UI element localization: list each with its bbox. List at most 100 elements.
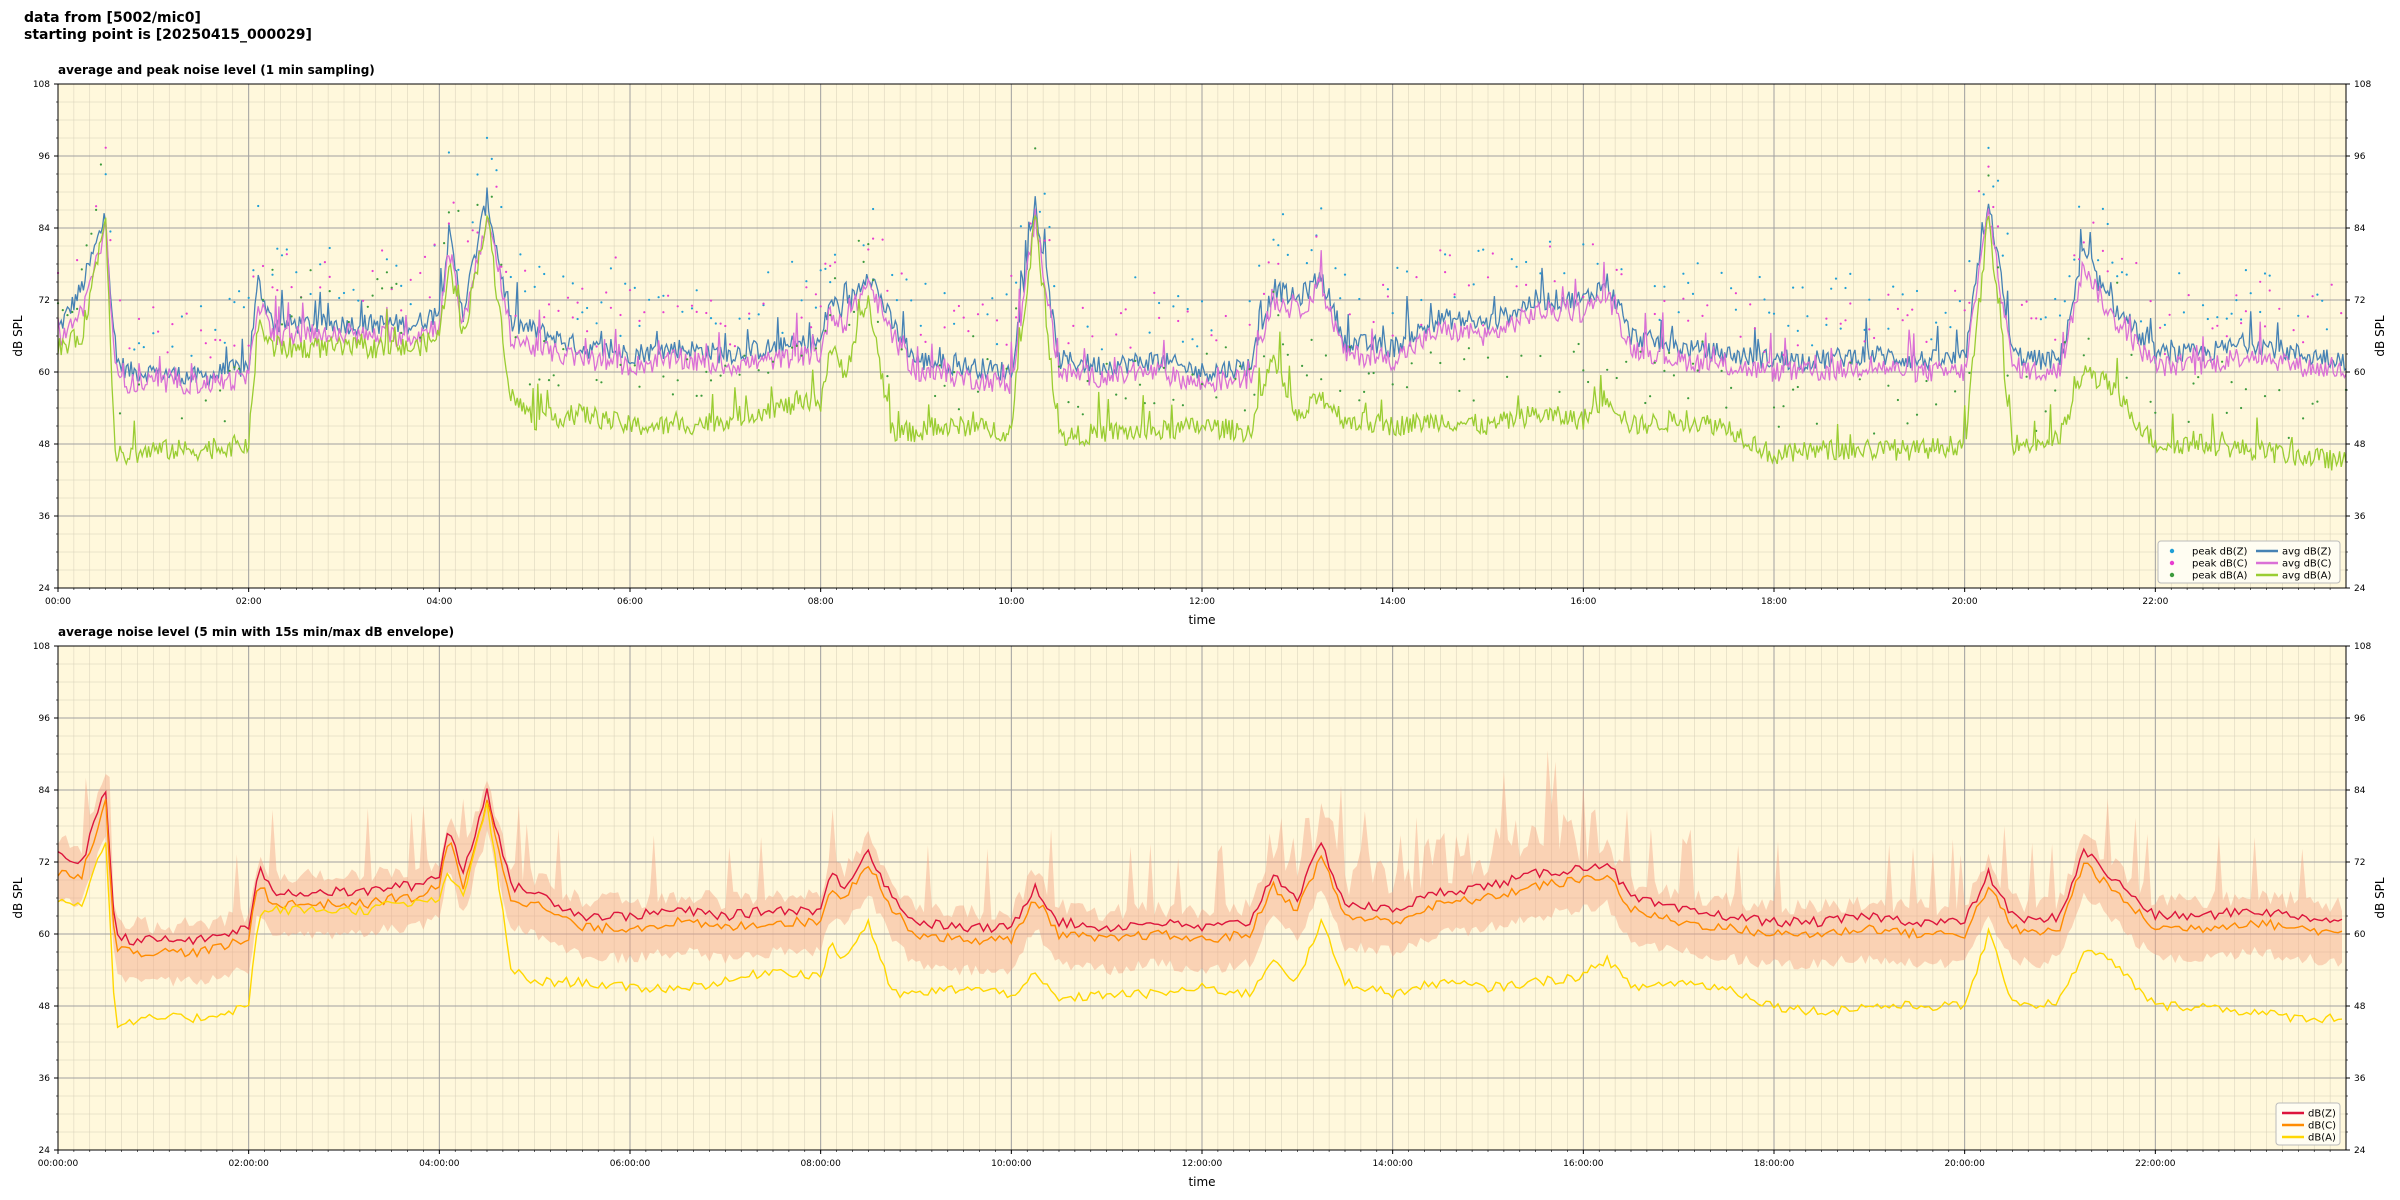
y-tick-label-right: 24	[2354, 584, 2366, 594]
peak-point	[1372, 371, 1375, 375]
peak-point	[2230, 312, 2233, 315]
peak-point	[290, 286, 293, 289]
peak-point	[1677, 311, 1680, 314]
peak-point	[1582, 369, 1585, 372]
peak-point	[924, 340, 927, 343]
peak-point	[2106, 222, 2109, 226]
peak-point	[600, 301, 603, 304]
peak-point	[595, 345, 598, 348]
peak-point	[300, 296, 303, 299]
peak-point	[1892, 285, 1895, 288]
peak-point	[1382, 283, 1385, 286]
peak-point	[1405, 386, 1409, 389]
peak-point	[95, 205, 98, 208]
peak-point	[505, 270, 508, 273]
peak-point	[2192, 382, 2195, 385]
peak-point	[1043, 192, 1046, 195]
peak-point	[638, 385, 641, 388]
peak-point	[447, 222, 450, 225]
peak-point	[886, 375, 889, 378]
peak-point	[2292, 329, 2295, 332]
peak-point	[1915, 289, 1919, 293]
peak-point	[686, 358, 689, 361]
peak-point	[833, 253, 837, 256]
peak-point	[628, 289, 632, 292]
peak-point	[1963, 309, 1966, 312]
y-tick-label-right: 108	[2354, 80, 2371, 90]
peak-point	[1420, 323, 1423, 326]
x-tick-label: 02:00:00	[228, 1159, 269, 1169]
peak-point	[2249, 292, 2252, 295]
x-tick-label: 20:00:00	[1944, 1159, 1985, 1169]
peak-point	[1782, 405, 1785, 408]
y-tick-label: 84	[39, 224, 51, 234]
peak-point	[800, 316, 803, 319]
peak-point	[829, 264, 832, 267]
peak-point	[376, 278, 379, 281]
peak-point	[1277, 262, 1280, 265]
peak-point	[1072, 324, 1075, 327]
peak-point	[719, 322, 722, 325]
peak-point	[2263, 325, 2267, 328]
peak-point	[767, 271, 770, 274]
peak-point	[953, 371, 956, 374]
peak-point	[1482, 248, 1485, 251]
chart-title: average noise level (5 min with 15s min/…	[58, 625, 454, 639]
peak-point	[1019, 225, 1023, 228]
peak-point	[1563, 272, 1566, 275]
peak-point	[595, 322, 598, 325]
peak-point	[934, 394, 937, 398]
peak-point	[1486, 276, 1490, 279]
peak-point	[1196, 345, 1199, 348]
peak-point	[2235, 294, 2238, 297]
peak-point	[1525, 260, 1528, 264]
peak-point	[1086, 325, 1089, 328]
peak-point	[709, 299, 713, 302]
peak-point	[1081, 413, 1084, 416]
peak-point	[142, 346, 145, 349]
x-tick-label: 22:00	[2142, 597, 2168, 607]
peak-point	[566, 296, 570, 299]
peak-point	[500, 263, 503, 266]
peak-point	[1620, 268, 1623, 271]
peak-point	[1620, 273, 1623, 276]
x-tick-label: 14:00	[1380, 597, 1406, 607]
peak-point	[943, 292, 946, 295]
peak-point	[824, 267, 827, 270]
peak-point	[690, 304, 694, 307]
peak-point	[366, 305, 369, 308]
peak-point	[1582, 295, 1585, 298]
peak-point	[1720, 271, 1723, 274]
peak-point	[1086, 379, 1089, 383]
peak-point	[524, 290, 527, 293]
peak-point	[1553, 280, 1556, 283]
peak-point	[857, 239, 860, 242]
y-tick-label-right: 96	[2354, 714, 2366, 724]
peak-point	[1653, 285, 1656, 288]
peak-point	[2063, 341, 2066, 344]
peak-point	[1215, 339, 1218, 342]
peak-point	[2068, 275, 2071, 278]
peak-point	[1663, 369, 1666, 372]
peak-point	[285, 248, 288, 251]
peak-point	[1134, 276, 1137, 279]
peak-point	[800, 354, 803, 357]
peak-point	[1691, 292, 1695, 295]
series-line-dB(A)	[57, 802, 2343, 1029]
peak-point	[1391, 383, 1394, 386]
y-tick-label: 60	[39, 930, 51, 940]
peak-point	[1286, 253, 1289, 256]
peak-point	[1796, 385, 1799, 389]
peak-point	[614, 256, 617, 259]
peak-point	[509, 275, 512, 279]
peak-point	[1420, 298, 1423, 302]
peak-point	[1215, 396, 1218, 399]
legend-marker	[2169, 572, 2175, 578]
peak-point	[1515, 285, 1518, 288]
peak-point	[1925, 340, 1928, 343]
peak-point	[1539, 354, 1542, 358]
y-tick-label-right: 108	[2354, 642, 2371, 652]
peak-point	[595, 378, 598, 382]
peak-point	[1320, 378, 1323, 381]
peak-point	[1915, 413, 1919, 416]
